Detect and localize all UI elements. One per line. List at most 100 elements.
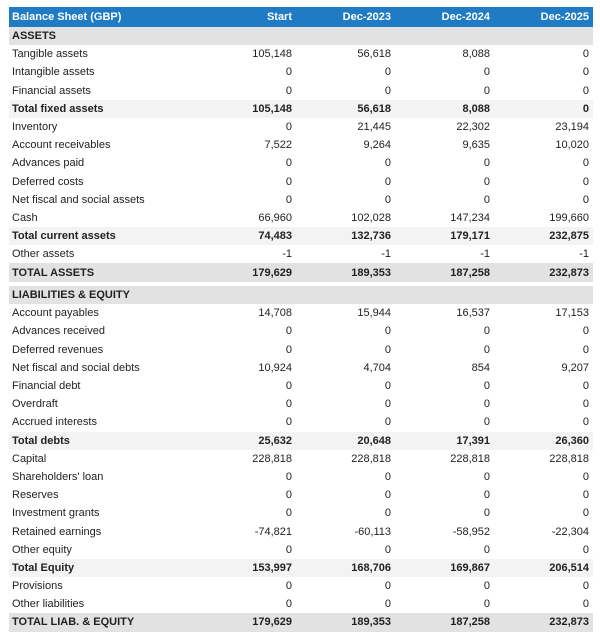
cell-value: 0 <box>384 543 391 556</box>
table-row: Deferred revenues 0 0 0 0 <box>9 341 593 359</box>
cell-value: 0 <box>285 325 292 338</box>
row-label: Total current assets <box>9 227 197 246</box>
total-row: TOTAL LIAB. & EQUITY 179,629 189,353 187,25… <box>9 613 594 632</box>
cell-value: 0 <box>384 84 391 97</box>
cell-value: 0 <box>285 343 292 356</box>
cell-value: 199,660 <box>549 211 589 224</box>
cell-value: 0 <box>384 157 391 170</box>
row-label: Tangible assets <box>12 48 88 61</box>
cell-value: -1 <box>282 248 292 261</box>
cell-value: 0 <box>384 507 391 520</box>
table-row: Net fiscal and social debts 10,924 4,704 85… <box>9 359 593 377</box>
subtotal-row: Total debts 25,632 20,648 17,391 26,360 <box>9 431 594 450</box>
table-row: Advances paid 0 0 0 0 <box>9 154 593 172</box>
cell-value: 26,360 <box>494 431 594 450</box>
row-label: Inventory <box>12 121 58 134</box>
cell-value: 0 <box>483 66 490 79</box>
row-label: Account payables <box>12 307 99 320</box>
cell-value: 25,632 <box>197 431 296 450</box>
cell-value: 232,873 <box>494 263 593 282</box>
cell-value: 4,704 <box>363 361 391 374</box>
cell-value: 0 <box>285 598 292 611</box>
cell-value: 23,194 <box>555 121 589 134</box>
cell-value: 0 <box>384 598 391 611</box>
cell-value: 189,353 <box>296 263 395 282</box>
row-label: Capital <box>12 452 47 465</box>
cell-value: 8,088 <box>395 99 494 118</box>
row-label: Investment grants <box>12 507 100 520</box>
row-label: Shareholders' loan <box>12 470 104 483</box>
table-row: Overdraft 0 0 0 0 <box>9 395 593 413</box>
table-row: Retained earnings -74,821 -60,113 -58,952 -2… <box>9 522 593 540</box>
table-row: Tangible assets 105,148 56,618 8,088 0 <box>9 45 593 63</box>
cell-value: 0 <box>483 416 490 429</box>
cell-value: 132,736 <box>296 227 395 246</box>
cell-value: 854 <box>471 361 490 374</box>
cell-value: 0 <box>285 380 292 393</box>
cell-value: 228,818 <box>252 452 292 465</box>
table-row: Shareholders' loan 0 0 0 0 <box>9 468 593 486</box>
cell-value: 0 <box>384 470 391 483</box>
column-header-dec-2023: Dec-2023 <box>296 7 395 27</box>
table-row: Accrued interests 0 0 0 0 <box>9 413 593 431</box>
cell-value: 8,088 <box>462 48 490 61</box>
cell-value: 179,629 <box>197 263 296 282</box>
row-label: TOTAL LIAB. & EQUITY <box>9 613 197 632</box>
cell-value: 21,445 <box>357 121 391 134</box>
cell-value: 0 <box>384 380 391 393</box>
cell-value: 9,635 <box>462 139 490 152</box>
row-label: Total Equity <box>9 558 197 577</box>
cell-value: 9,264 <box>363 139 391 152</box>
cell-value: 206,514 <box>494 558 594 577</box>
table-row: Financial assets 0 0 0 0 <box>9 82 593 100</box>
subtotal-row: Total fixed assets 105,148 56,618 8,088 0 <box>9 99 593 118</box>
cell-value: 0 <box>384 343 391 356</box>
row-label: Overdraft <box>12 398 58 411</box>
table-row: Reserves 0 0 0 0 <box>9 486 593 504</box>
cell-value: 0 <box>582 84 589 97</box>
cell-value: 0 <box>285 193 292 206</box>
cell-value: 228,818 <box>351 452 391 465</box>
cell-value: 0 <box>384 580 391 593</box>
cell-value: 0 <box>483 157 490 170</box>
table-row: Account payables 14,708 15,944 16,537 17,153 <box>9 304 593 322</box>
row-label: Other assets <box>12 248 75 261</box>
cell-value: 0 <box>582 398 590 411</box>
cell-value: 22,302 <box>456 121 490 134</box>
cell-value: 0 <box>582 580 590 593</box>
table-row: Inventory 0 21,445 22,302 23,194 <box>9 118 593 136</box>
cell-value: -60,113 <box>354 525 392 538</box>
cell-value: 14,708 <box>258 307 292 320</box>
cell-value: -22,304 <box>551 525 590 538</box>
row-label: Account receivables <box>12 139 111 152</box>
cell-value: 0 <box>582 175 589 188</box>
cell-value: 0 <box>483 343 490 356</box>
cell-value: 0 <box>582 48 589 61</box>
cell-value: 0 <box>384 398 391 411</box>
row-label: Provisions <box>12 580 63 593</box>
row-label: Deferred revenues <box>12 343 104 356</box>
cell-value: 0 <box>582 470 590 483</box>
cell-value: 232,875 <box>494 227 593 246</box>
row-label: Total fixed assets <box>9 99 197 118</box>
cell-value: 228,818 <box>450 452 490 465</box>
table-row: Other assets -1 -1 -1 -1 <box>9 245 593 263</box>
cell-value: -1 <box>579 248 589 261</box>
cell-value: 0 <box>582 416 590 429</box>
row-label: Accrued interests <box>12 416 97 429</box>
cell-value: 0 <box>384 66 391 79</box>
cell-value: 0 <box>384 489 391 502</box>
row-label: TOTAL ASSETS <box>9 263 197 282</box>
cell-value: 0 <box>384 175 391 188</box>
cell-value: 0 <box>285 416 292 429</box>
cell-value: 16,537 <box>456 307 490 320</box>
cell-value: 66,960 <box>258 211 292 224</box>
cell-value: 20,648 <box>296 431 395 450</box>
cell-value: 0 <box>285 543 292 556</box>
cell-value: 179,629 <box>197 613 296 632</box>
cell-value: 189,353 <box>296 613 395 632</box>
cell-value: 102,028 <box>351 211 391 224</box>
row-label: Financial assets <box>12 84 91 97</box>
cell-value: 56,618 <box>357 48 391 61</box>
liabilities-table: LIABILITIES & EQUITY Account payables 14,… <box>9 286 594 632</box>
